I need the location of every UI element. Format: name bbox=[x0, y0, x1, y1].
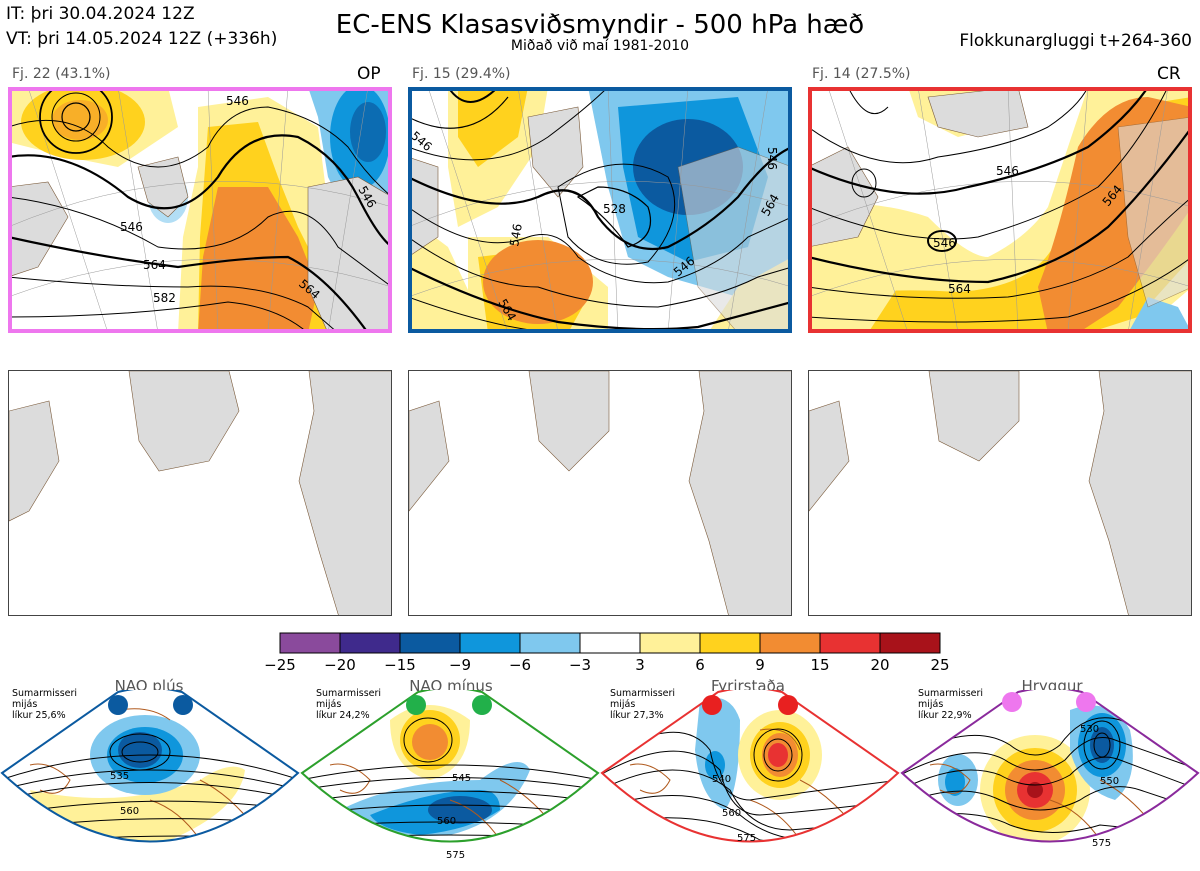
contour-label: 545 bbox=[452, 773, 471, 784]
cluster-1-map: 546 546 546 564 564 582 bbox=[8, 87, 392, 333]
regime-info-line: líkur 22,9% bbox=[918, 710, 972, 721]
contour-label: 540 bbox=[712, 774, 731, 785]
contour-label: 550 bbox=[1100, 776, 1119, 787]
land-mass bbox=[408, 106, 792, 333]
cluster-1-border bbox=[8, 87, 392, 333]
contour-label: 546 bbox=[996, 164, 1019, 178]
contour-label: 528 bbox=[603, 202, 626, 216]
blank-map-2 bbox=[408, 370, 792, 616]
land-mass bbox=[9, 371, 391, 615]
cluster-2-border bbox=[408, 87, 792, 333]
colorbar-tick-label: −25 bbox=[264, 656, 296, 674]
regime-info-line: mijás bbox=[610, 699, 636, 710]
colorbar-tick-label: −3 bbox=[569, 656, 591, 674]
regime-2-info: Sumarmisseri mijás líkur 24,2% bbox=[316, 688, 381, 721]
colorbar-segment bbox=[639, 632, 701, 654]
contour-label: 575 bbox=[446, 850, 465, 861]
regime-info-line: Sumarmisseri bbox=[12, 688, 78, 699]
colorbar-tick-label: −6 bbox=[509, 656, 531, 674]
contour-label: 546 bbox=[226, 94, 249, 108]
land-mass bbox=[409, 371, 791, 615]
regime-info-line: Sumarmisseri bbox=[918, 688, 984, 699]
regime-info-line: líkur 27,3% bbox=[610, 710, 664, 721]
cluster-1-tag: OP bbox=[357, 64, 381, 84]
page-subtitle: Miðað við maí 1981-2010 bbox=[510, 38, 690, 54]
colorbar-tick-label: −15 bbox=[384, 656, 416, 674]
colorbar-tick-label: 9 bbox=[755, 656, 765, 674]
colorbar-segment bbox=[459, 632, 521, 654]
contour-label: 535 bbox=[110, 771, 129, 782]
contour-label: 530 bbox=[1080, 724, 1099, 735]
anomaly-shading bbox=[8, 87, 392, 333]
contour-label: 546 bbox=[765, 147, 779, 170]
colorbar-tick-label: −9 bbox=[449, 656, 471, 674]
cluster-3-border bbox=[808, 87, 1192, 333]
meridian-grid bbox=[8, 87, 392, 333]
regime-3-info: Sumarmisseri mijás líkur 27,3% bbox=[610, 688, 675, 721]
cluster-2-label: Fj. 15 (29.4%) bbox=[412, 66, 511, 82]
regime-info-line: líkur 25,6% bbox=[12, 710, 66, 721]
contour-label: 575 bbox=[1092, 838, 1111, 849]
colorbar-segment bbox=[759, 632, 821, 654]
blank-map-3 bbox=[808, 370, 1192, 616]
contour-label: 560 bbox=[437, 816, 456, 827]
regime-3-map: 540 560 575 bbox=[600, 690, 900, 844]
blank-map-1 bbox=[8, 370, 392, 616]
regime-4-map: 530 550 575 bbox=[900, 690, 1200, 849]
regime-info-line: Sumarmisseri bbox=[316, 688, 382, 699]
contour-label: 564 bbox=[143, 258, 166, 272]
cluster-1-label: Fj. 22 (43.1%) bbox=[12, 66, 111, 82]
colorbar-tick-label: 25 bbox=[930, 656, 949, 674]
regime-info-line: mijás bbox=[316, 699, 342, 710]
contour-label: 546 bbox=[933, 236, 956, 250]
regime-1-info: Sumarmisseri mijás líkur 25,6% bbox=[12, 688, 77, 721]
colorbar-segment bbox=[399, 632, 461, 654]
colorbar-tick-label: 20 bbox=[870, 656, 889, 674]
initial-time: IT: þri 30.04.2024 12Z bbox=[6, 4, 195, 24]
contour-label: 546 bbox=[507, 223, 525, 248]
cluster-3-map: 546 546 564 564 bbox=[808, 87, 1192, 333]
colorbar-segment bbox=[519, 632, 581, 654]
regime-info-line: mijás bbox=[918, 699, 944, 710]
contour-label: 564 bbox=[948, 282, 971, 296]
land-mass bbox=[808, 87, 1192, 308]
regime-1-map: 535 560 bbox=[0, 690, 300, 843]
contour-label: 582 bbox=[153, 291, 176, 305]
valid-time: VT: þri 14.05.2024 12Z (+336h) bbox=[6, 29, 278, 49]
regime-info-line: líkur 24,2% bbox=[316, 710, 370, 721]
colorbar-segment bbox=[579, 632, 641, 654]
page-title: EC-ENS Klasasviðsmyndir - 500 hPa hæð bbox=[335, 10, 865, 40]
contour-label: 546 bbox=[120, 220, 143, 234]
regime-4-info: Sumarmisseri mijás líkur 22,9% bbox=[918, 688, 983, 721]
colorbar-tick-label: 6 bbox=[695, 656, 705, 674]
colorbar: −25 −20 −15 −9 −6 −3 3 6 9 15 20 25 bbox=[264, 632, 950, 674]
contour-label: 560 bbox=[120, 806, 139, 817]
contour-label: 560 bbox=[722, 808, 741, 819]
height-contours bbox=[408, 87, 792, 333]
colorbar-segment bbox=[879, 632, 941, 654]
land-mass bbox=[8, 156, 392, 333]
land-mass bbox=[809, 371, 1191, 615]
colorbar-tick-label: −20 bbox=[324, 656, 356, 674]
colorbar-tick-label: 15 bbox=[810, 656, 829, 674]
height-contours bbox=[8, 87, 392, 333]
colorbar-segment bbox=[339, 632, 401, 654]
classification-window: Flokkunargluggi t+264-360 bbox=[959, 31, 1192, 51]
cluster-2-map: 528 546 546 546 564 564 546 bbox=[408, 87, 792, 333]
height-contours bbox=[808, 87, 1192, 323]
colorbar-segment bbox=[699, 632, 761, 654]
colorbar-tick-label: 3 bbox=[635, 656, 645, 674]
regime-info-line: mijás bbox=[12, 699, 38, 710]
regime-2-map: 545 560 575 bbox=[300, 690, 600, 861]
regime-info-line: Sumarmisseri bbox=[610, 688, 676, 699]
contour-label: 575 bbox=[737, 833, 756, 844]
cluster-3-tag: CR bbox=[1157, 64, 1181, 84]
cluster-3-label: Fj. 14 (27.5%) bbox=[812, 66, 911, 82]
colorbar-segment bbox=[819, 632, 881, 654]
colorbar-segment bbox=[279, 632, 341, 654]
